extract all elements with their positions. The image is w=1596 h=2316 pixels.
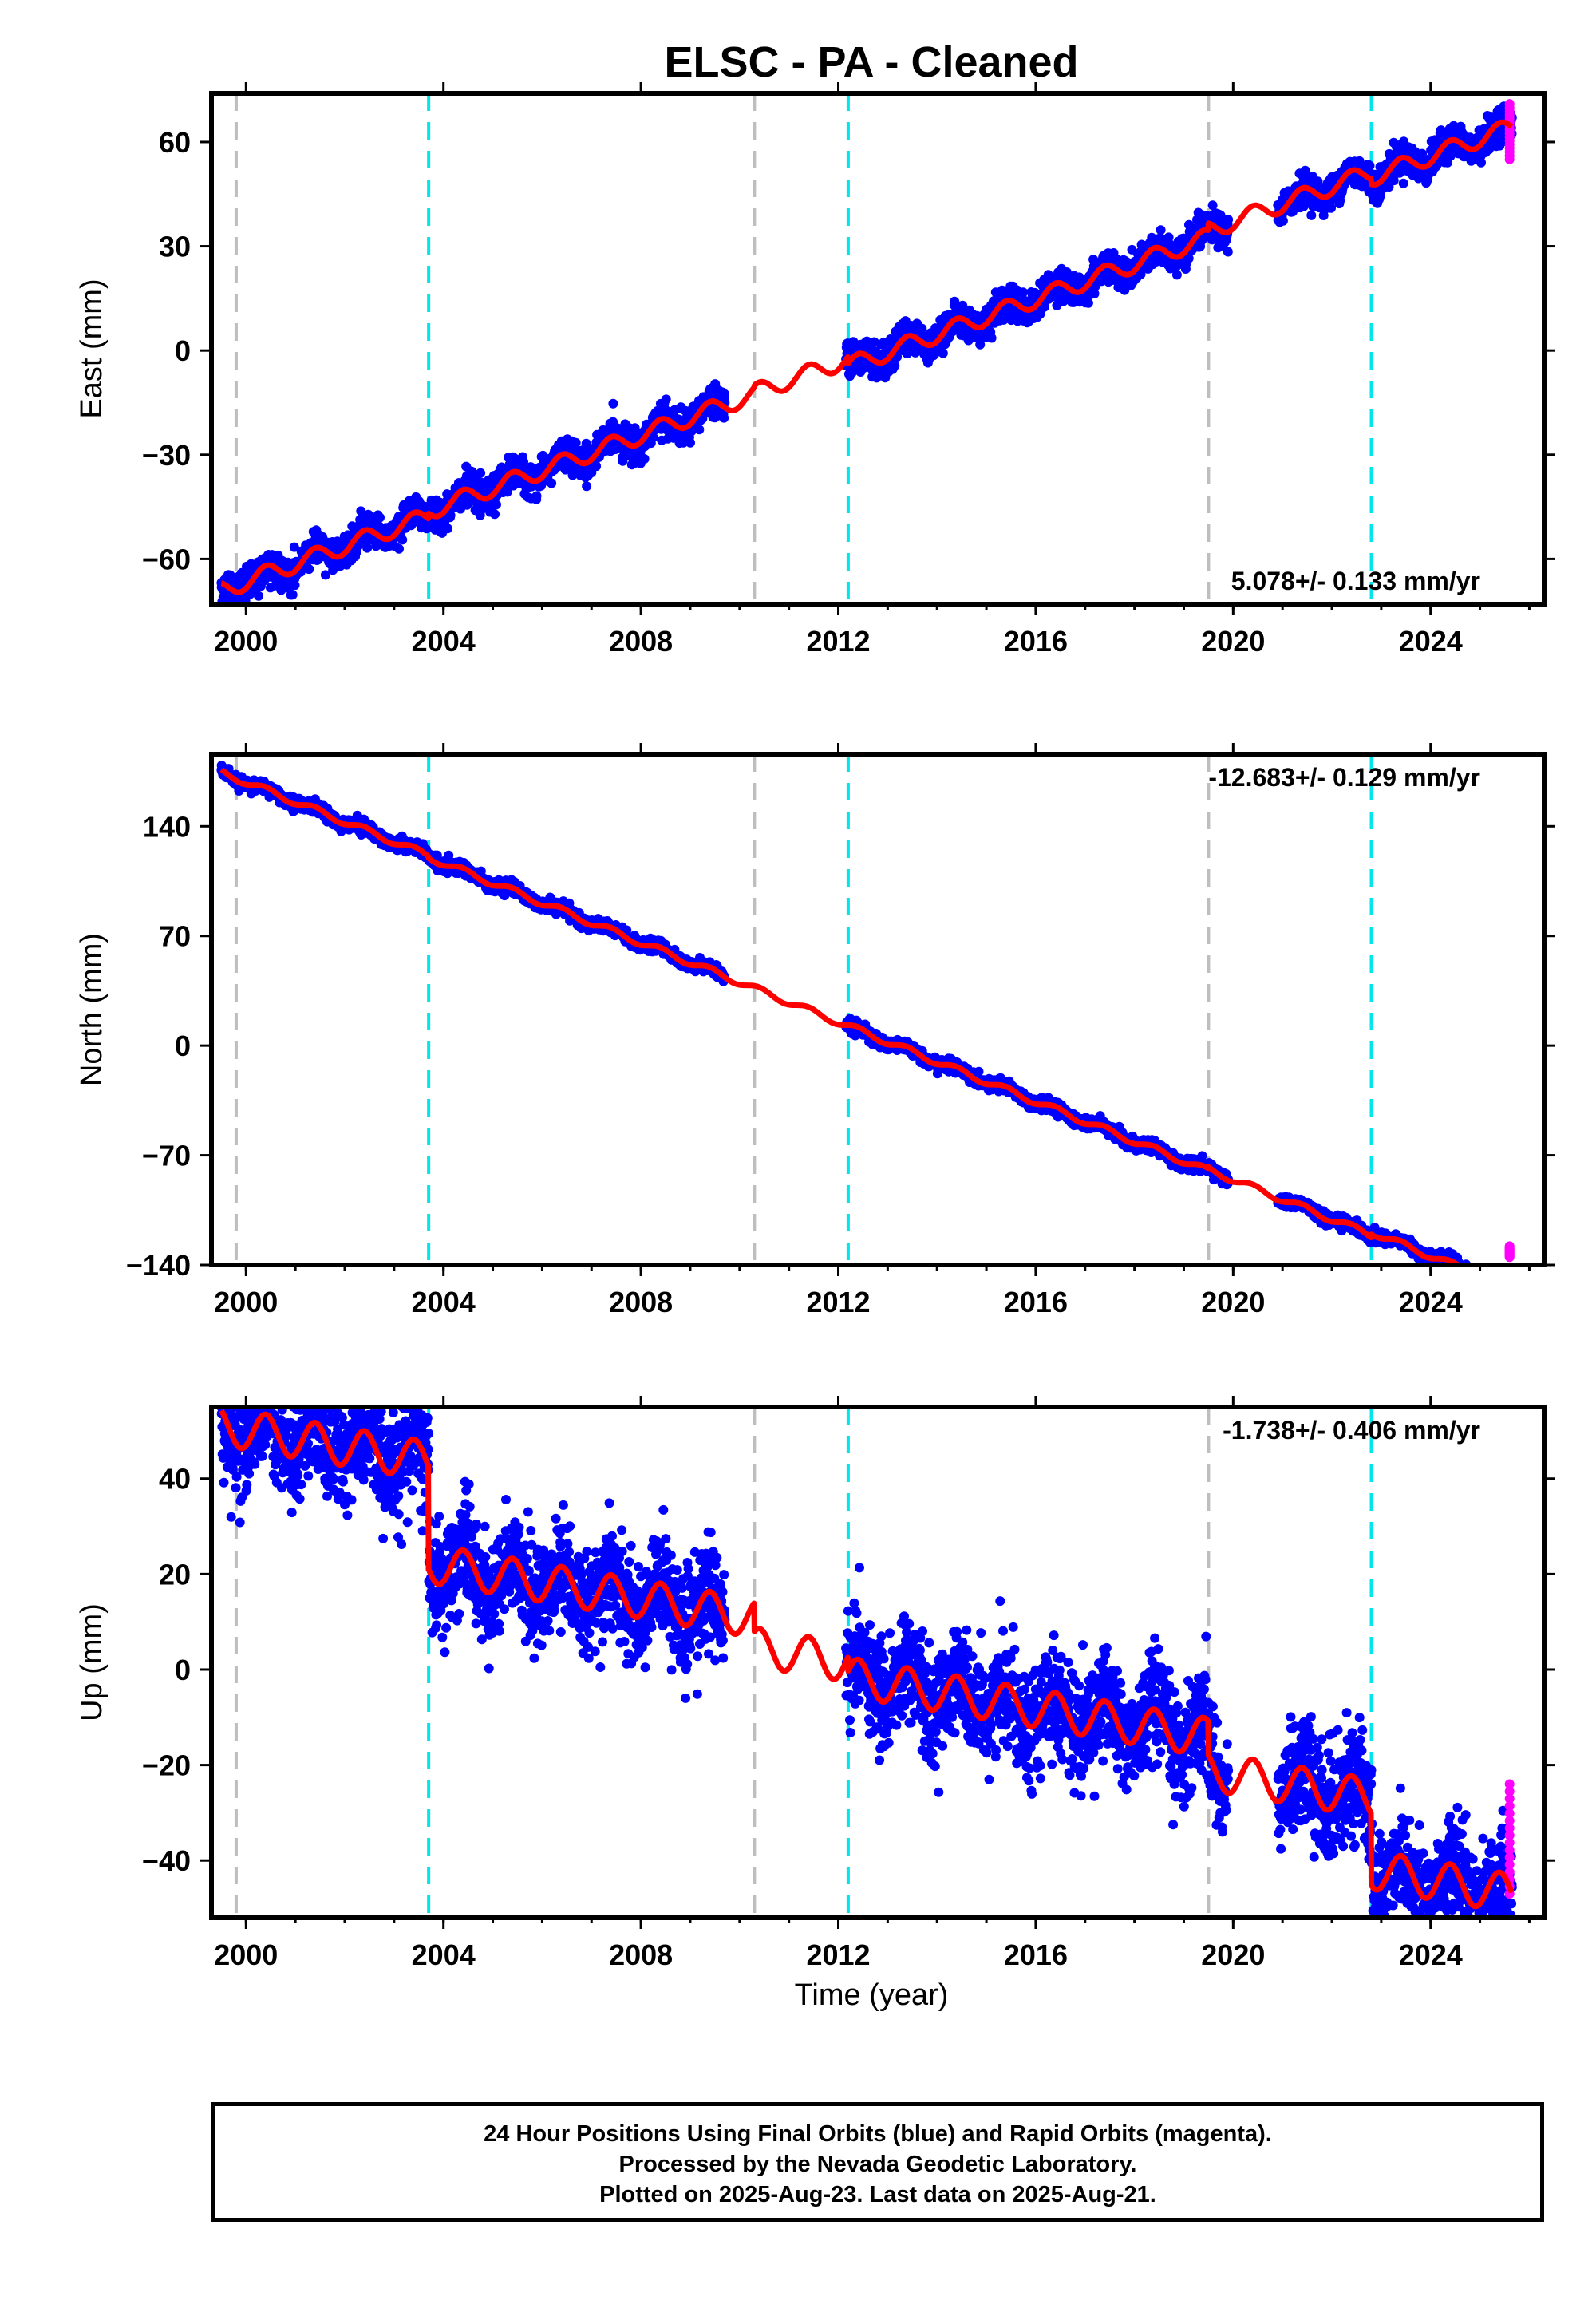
rate-annotation-east: 5.078+/- 0.133 mm/yr xyxy=(1231,567,1480,595)
x-tick-label-east: 2024 xyxy=(1399,625,1463,658)
final-orbit-point xyxy=(538,450,548,460)
final-orbit-point xyxy=(519,456,528,467)
x-tick-label-east: 2020 xyxy=(1201,625,1265,658)
final-orbit-point xyxy=(1278,215,1288,226)
final-orbit-point xyxy=(571,437,581,448)
final-orbit-point xyxy=(1171,270,1182,280)
final-orbit-point xyxy=(254,591,264,601)
final-orbit-point xyxy=(1083,298,1093,308)
x-tick-label-east: 2012 xyxy=(806,625,870,658)
rapid-orbit-points-east xyxy=(1504,99,1515,164)
final-orbit-point xyxy=(1476,157,1486,168)
final-orbit-point xyxy=(1156,225,1166,235)
final-orbit-point xyxy=(719,389,729,399)
final-orbit-point xyxy=(1018,287,1029,298)
final-orbit-point xyxy=(233,608,243,618)
y-tick-label-east: 30 xyxy=(159,231,191,263)
final-orbit-point xyxy=(375,512,385,523)
final-orbit-point xyxy=(1306,210,1317,220)
rapid-orbit-point xyxy=(1504,99,1515,109)
y-tick-label-east: −30 xyxy=(142,439,191,472)
final-orbit-point xyxy=(492,500,501,510)
final-orbit-point xyxy=(1223,247,1233,257)
final-orbit-point xyxy=(591,461,602,472)
final-orbit-points-east xyxy=(216,101,1517,618)
final-orbit-point xyxy=(685,437,695,448)
x-tick-label-east: 2008 xyxy=(609,625,673,658)
final-orbit-point xyxy=(442,524,452,534)
final-orbit-point xyxy=(531,491,542,501)
y-axis-label-east: East (mm) xyxy=(75,279,109,418)
final-orbit-point xyxy=(476,468,486,478)
panel-east: −60 −30 0 30 60 2000 2004 2008 2012 2016 2020 2024 E… xyxy=(75,82,1555,658)
final-orbit-point xyxy=(986,333,997,343)
final-orbit-point xyxy=(445,510,456,520)
chart-title: ELSC - PA - Cleaned xyxy=(664,38,1078,86)
final-orbit-point xyxy=(694,425,705,435)
final-orbit-point xyxy=(287,590,298,600)
final-orbit-point xyxy=(1223,215,1234,225)
y-tick-label-east: 0 xyxy=(175,334,191,367)
final-orbit-point xyxy=(397,535,408,545)
final-orbit-point xyxy=(719,413,729,423)
final-orbit-point xyxy=(320,570,330,580)
y-tick-label-east: 60 xyxy=(159,126,191,159)
x-tick-label-east: 2004 xyxy=(412,625,476,658)
final-orbit-point xyxy=(1326,203,1336,213)
final-orbit-point xyxy=(290,580,300,591)
x-tick-label-east: 2000 xyxy=(214,625,278,658)
final-orbit-point xyxy=(289,542,299,552)
final-orbit-point xyxy=(304,564,314,575)
final-orbit-point xyxy=(394,543,404,554)
plot-area-east xyxy=(216,93,1517,618)
final-orbit-point xyxy=(661,394,671,405)
y-tick-label-east: −60 xyxy=(142,543,191,575)
final-orbit-point xyxy=(1365,160,1375,171)
x-tick-label-east: 2016 xyxy=(1004,625,1068,658)
final-orbit-point xyxy=(547,478,557,488)
x-axis-label: Time (year) xyxy=(795,1978,949,2012)
final-orbit-point xyxy=(608,398,618,409)
final-orbit-point xyxy=(938,348,948,358)
final-orbit-point xyxy=(582,481,592,492)
plot-area-north xyxy=(216,754,1515,1265)
final-orbit-point xyxy=(490,509,500,520)
final-orbit-point xyxy=(1398,178,1408,188)
final-orbit-point xyxy=(526,462,535,472)
final-orbit-point xyxy=(362,543,373,553)
final-orbit-point xyxy=(639,454,650,464)
